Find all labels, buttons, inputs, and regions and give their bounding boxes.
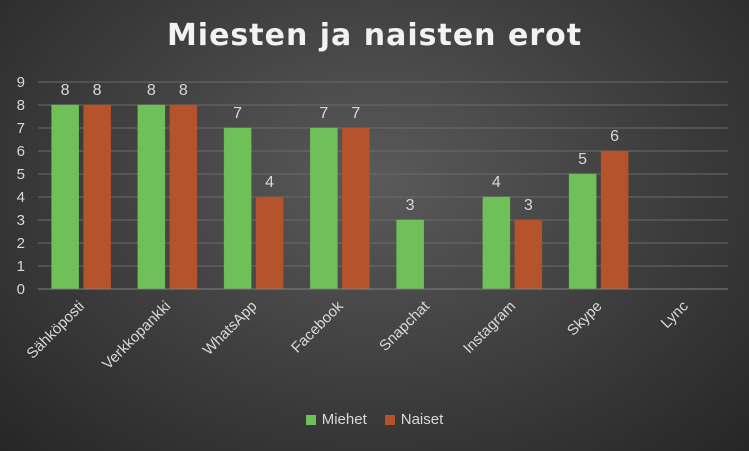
y-tick-label: 0 — [17, 281, 25, 298]
bar-miehet — [396, 219, 424, 290]
x-tick-label: Sähköposti — [23, 298, 88, 363]
bar-naiset — [169, 104, 198, 290]
x-tick-label: Verkkopankki — [99, 298, 174, 373]
y-tick-label: 3 — [17, 212, 25, 229]
data-label: 6 — [610, 128, 619, 145]
x-tick-label: Facebook — [288, 297, 347, 356]
data-label: 8 — [61, 82, 70, 99]
bar-miehet — [137, 104, 166, 290]
data-label: 3 — [406, 197, 415, 214]
bar-miehet — [51, 104, 79, 290]
bar-miehet — [310, 127, 338, 290]
x-tick-label: Instagram — [460, 298, 519, 357]
data-label: 3 — [524, 197, 533, 214]
data-label: 8 — [147, 82, 156, 99]
bar-naiset — [514, 219, 543, 290]
legend-swatch-miehet — [305, 414, 316, 425]
data-label: 7 — [351, 105, 360, 122]
y-tick-label: 9 — [17, 74, 25, 91]
bar-miehet — [482, 196, 511, 290]
legend-item-miehet: Miehet — [305, 411, 367, 428]
data-label: 8 — [179, 82, 188, 99]
data-label: 5 — [578, 151, 587, 168]
bar-miehet — [223, 127, 252, 290]
x-tick-label: Snapchat — [376, 297, 433, 354]
y-tick-label: 5 — [17, 166, 25, 183]
y-tick-label: 6 — [17, 143, 25, 160]
data-label: 4 — [492, 174, 501, 191]
y-tick-label: 4 — [17, 189, 25, 206]
x-tick-label: Skype — [564, 298, 606, 340]
legend-label-naiset: Naiset — [400, 411, 444, 428]
legend-swatch-naiset — [384, 414, 395, 425]
chart-title: Miesten ja naisten erot — [166, 18, 583, 53]
x-tick-label: WhatsApp — [199, 298, 260, 359]
data-label: 7 — [319, 105, 328, 122]
legend-item-naiset: Naiset — [384, 411, 444, 428]
bar-miehet — [568, 173, 597, 290]
data-label: 7 — [233, 105, 242, 122]
data-label: 4 — [265, 174, 274, 191]
y-tick-label: 7 — [17, 120, 25, 137]
legend-label-miehet: Miehet — [321, 411, 367, 428]
bar-naiset — [83, 104, 111, 290]
y-tick-label: 1 — [17, 258, 25, 275]
x-tick-label: Lync — [658, 297, 692, 331]
y-tick-label: 8 — [17, 97, 25, 114]
y-tick-label: 2 — [17, 235, 25, 252]
bar-naiset — [600, 150, 629, 290]
bar-naiset — [255, 196, 284, 290]
legend: Miehet Naiset — [0, 411, 749, 428]
data-label: 8 — [93, 82, 102, 99]
bar-naiset — [342, 127, 370, 290]
